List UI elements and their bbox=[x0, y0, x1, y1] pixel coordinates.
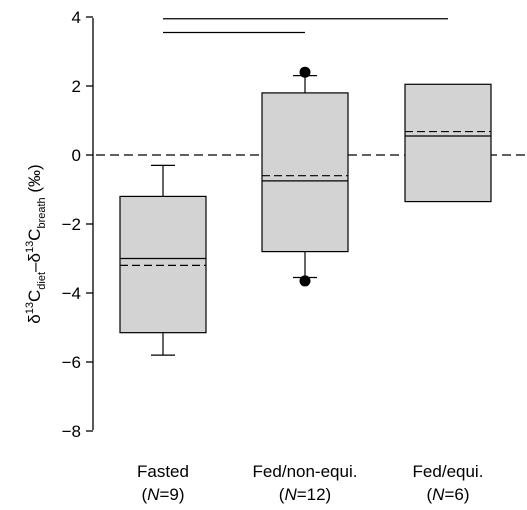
plot-area bbox=[96, 18, 527, 356]
box bbox=[261, 92, 349, 253]
category-n-label: (N=12) bbox=[279, 485, 331, 504]
y-axis: 4 2 0 −2 −4 −6 −8 bbox=[62, 8, 94, 441]
y-tick-label: 4 bbox=[72, 8, 81, 27]
y-tick-label: −2 bbox=[62, 215, 81, 234]
y-tick-label: −6 bbox=[62, 353, 81, 372]
outlier-point bbox=[299, 66, 311, 78]
box-group-3 bbox=[404, 83, 492, 203]
y-tick-label: −8 bbox=[62, 422, 81, 441]
category-n-label: (N=6) bbox=[427, 485, 470, 504]
box-group-2 bbox=[261, 66, 349, 287]
y-tick-label: 0 bbox=[72, 146, 81, 165]
y-tick-label: 2 bbox=[72, 77, 81, 96]
y-axis-label: δ13Cdiet–δ13Cbreath (‰) bbox=[24, 164, 48, 323]
category-label: Fasted bbox=[137, 462, 189, 481]
category-n-label: (N=9) bbox=[142, 485, 185, 504]
box bbox=[404, 83, 492, 203]
y-tick-label: −4 bbox=[62, 284, 81, 303]
x-axis-categories: Fasted (N=9) Fed/non-equi. (N=12) Fed/equi. (… bbox=[137, 462, 483, 504]
box-group-1 bbox=[119, 164, 207, 356]
outlier-point bbox=[299, 275, 311, 287]
box bbox=[119, 195, 207, 334]
category-label: Fed/non-equi. bbox=[253, 462, 358, 481]
category-label: Fed/equi. bbox=[413, 462, 484, 481]
